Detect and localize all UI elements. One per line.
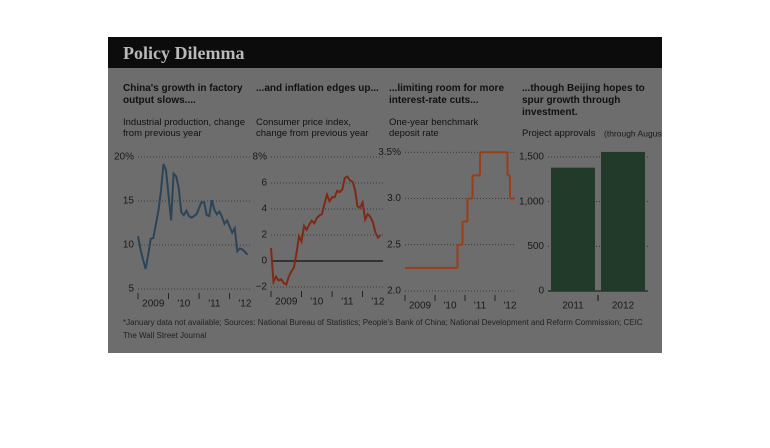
y-tick-label: 2 xyxy=(261,230,267,241)
y-tick-label: 500 xyxy=(527,241,544,252)
x-tick-label: '11 xyxy=(208,299,221,310)
panel-title: ...though Beijing hopes to spur growth t… xyxy=(522,83,645,118)
x-tick-label: '12 xyxy=(371,297,384,308)
panel-subtitle: Industrial production, change from previ… xyxy=(123,117,245,139)
panel-subtitle: One-year benchmark deposit rate xyxy=(389,117,479,139)
y-tick-label: 1,500 xyxy=(519,152,544,163)
bar xyxy=(551,167,595,291)
y-tick-label: 20% xyxy=(114,152,134,163)
x-tick-label: 2009 xyxy=(275,297,298,308)
panel-subtitle: Consumer price index, change from previo… xyxy=(256,117,369,139)
graphic: Policy Dilemma China's growth in factory… xyxy=(108,37,662,353)
x-tick-label: 2009 xyxy=(142,299,165,310)
y-tick-label: −2 xyxy=(256,282,268,293)
title: Policy Dilemma xyxy=(123,43,245,63)
y-tick-label: 3.0 xyxy=(387,193,401,204)
credit: The Wall Street Journal xyxy=(123,331,207,340)
y-tick-label: 0 xyxy=(538,286,544,297)
y-tick-label: 3.5% xyxy=(378,147,401,158)
y-tick-label: 2.0 xyxy=(387,286,401,297)
header: Policy Dilemma xyxy=(108,37,662,68)
panel-subtitle: Project approvals xyxy=(522,128,596,139)
x-tick-label: 2012 xyxy=(612,301,635,312)
x-tick-label: '12 xyxy=(503,301,516,312)
x-tick-label: '10 xyxy=(310,297,323,308)
annotation: (through August) xyxy=(604,128,662,138)
charts: 5 10 15 20% 2009 '10 '11 '12 −2 0 2 4 6 8% 2009 '10 '11 '… xyxy=(114,128,662,312)
x-tick-label: 2009 xyxy=(409,301,432,312)
y-tick-label: 10 xyxy=(123,240,135,251)
bar xyxy=(601,151,645,291)
panel-title: ...and inflation edges up... xyxy=(256,83,379,94)
y-tick-label: 8% xyxy=(253,152,268,163)
y-tick-label: 5 xyxy=(128,284,134,295)
x-tick-label: '10 xyxy=(443,301,456,312)
footnote: *January data not available; Sources: Na… xyxy=(123,318,643,327)
x-tick-label: '12 xyxy=(238,299,251,310)
y-tick-label: 4 xyxy=(261,204,267,215)
y-tick-label: 6 xyxy=(261,178,267,189)
y-tick-label: 15 xyxy=(123,196,135,207)
x-tick-label: 2011 xyxy=(562,301,584,312)
y-tick-label: 0 xyxy=(261,256,267,267)
x-tick-label: '11 xyxy=(341,297,354,308)
y-tick-label: 2.5 xyxy=(387,239,401,250)
line xyxy=(270,175,382,286)
panel-title: China's growth in factory output slows..… xyxy=(123,83,243,106)
y-tick-label: 1,000 xyxy=(519,196,544,207)
x-tick-label: '11 xyxy=(474,301,487,312)
x-tick-label: '10 xyxy=(177,299,190,310)
line xyxy=(137,163,249,270)
panel-title: ...limiting room for more interest-rate … xyxy=(389,83,505,106)
